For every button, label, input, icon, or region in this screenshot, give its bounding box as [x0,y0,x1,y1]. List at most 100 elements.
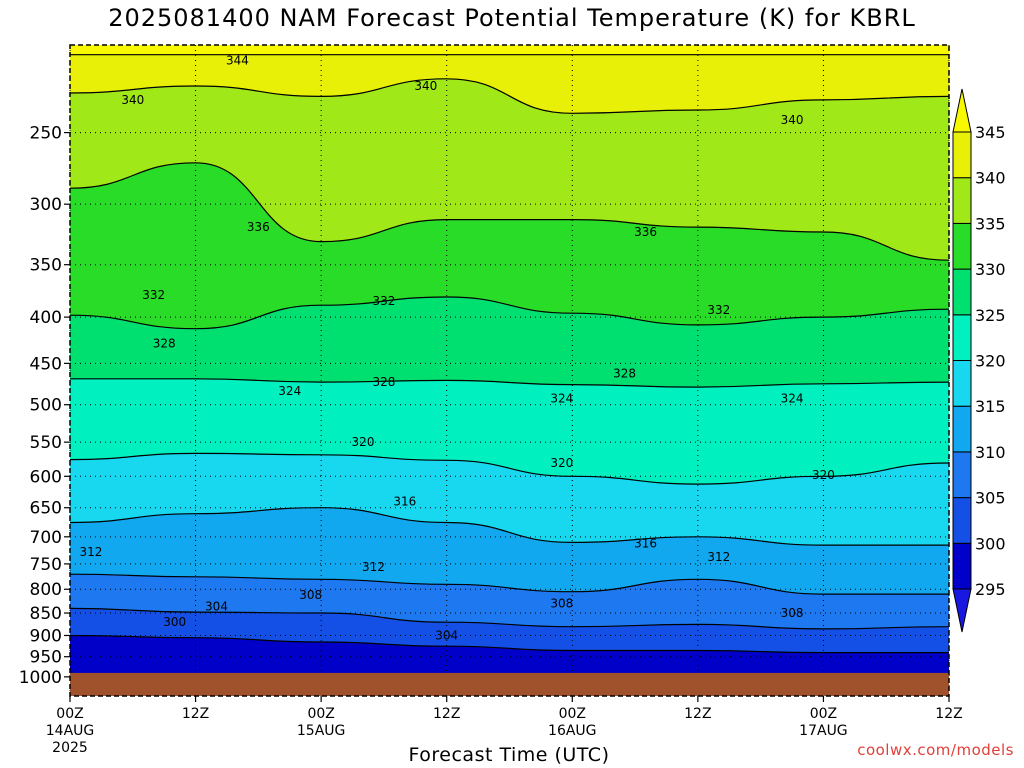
x-tick-label-0-2: 2025 [52,740,88,756]
colorbar-label-345: 345 [975,123,1006,142]
isentrope-310 [70,573,949,595]
colorbar-band-325 [952,268,972,316]
x-tick-label-12-0: 12Z [182,706,209,722]
contour-label-340: 340 [781,113,804,127]
x-tick-label-36-0: 12Z [433,706,460,722]
colorbar-band-305 [952,451,972,499]
isentrope-340 [70,78,949,114]
colorbar-upper-extend [952,88,972,133]
contour-label-320: 320 [352,435,375,449]
contour-label-320: 320 [550,456,573,470]
colorbar-label-315: 315 [975,397,1006,416]
x-tick-label-72-1: 17AUG [799,723,848,739]
x-tick-label-60-0: 12Z [684,706,711,722]
y-tick-label-800: 800 [30,580,62,600]
plot-frame [69,44,950,697]
colorbar: 295 300 305 310 315 320 325 330 335 340 345 [952,88,1006,633]
colorbar-band-310 [952,405,972,453]
x-tick-label-24-0: 00Z [307,706,334,722]
contour-label-308: 308 [550,597,573,611]
colorbar-label-305: 305 [975,489,1006,508]
x-tick-label-72-0: 00Z [810,706,837,722]
contour-label-308: 308 [299,588,322,602]
colorbar-label-340: 340 [975,169,1006,188]
contour-label-316: 316 [634,536,657,550]
y-tick-label-950: 950 [30,648,62,668]
contour-label-312: 312 [79,545,102,559]
colorbar-label-310: 310 [975,443,1006,462]
contour-label-328: 328 [372,375,395,389]
contour-label-332: 332 [142,288,165,302]
x-tick-label-84-0: 12Z [935,706,962,722]
y-tick-label-450: 450 [30,354,62,374]
contour-labels: 344 340 340 340 336 336 332 332 332 328 328 328 324 3… [79,53,835,642]
plot-border [69,44,950,697]
contour-label-312: 312 [362,560,385,574]
y-tick-label-650: 650 [30,499,62,519]
contour-label-336: 336 [634,225,657,239]
y-tick-label-750: 750 [30,555,62,575]
contour-label-332: 332 [372,294,395,308]
colorbar-label-325: 325 [975,306,1006,325]
colorbar-band-315 [952,360,972,407]
x-tick-label-48-1: 16AUG [548,723,597,739]
contour-label-304: 304 [205,600,228,614]
isentrope-325 [70,378,949,388]
colorbar-label-335: 335 [975,214,1006,233]
x-tick-label-0-0: 00Z [56,706,83,722]
colorbar-band-300 [952,497,972,544]
y-tick-label-500: 500 [30,396,62,416]
contour-label-324: 324 [278,384,301,398]
contour-label-312: 312 [707,550,730,564]
isentrope-315 [70,507,949,546]
colorbar-label-295: 295 [975,580,1006,599]
colorbar-label-320: 320 [975,352,1006,371]
contour-label-328: 328 [153,337,176,351]
contour-label-324: 324 [550,391,573,405]
isentrope-305 [70,607,949,630]
y-tick-label-850: 850 [30,604,62,624]
isentrope-320 [70,452,949,485]
x-tick-label-24-1: 15AUG [297,723,346,739]
isentrope-300 [70,634,949,654]
potential-temperature-fill [70,45,949,696]
colorbar-band-335 [952,177,972,224]
y-tick-label-250: 250 [30,124,62,144]
isentrope-contours [70,54,949,654]
contour-label-340: 340 [414,79,437,93]
credit-text: coolwx.com/models [857,741,1014,759]
ground-layer [70,672,949,696]
colorbar-label-330: 330 [975,260,1006,279]
colorbar-band-295 [952,542,972,590]
y-tick-label-700: 700 [30,528,62,548]
contour-label-324: 324 [781,391,804,405]
contour-label-308: 308 [781,606,804,620]
x-tick-label-0-1: 14AUG [46,723,95,739]
y-tick-label-550: 550 [30,433,62,453]
colorbar-lower-extend [952,588,972,633]
contour-label-328: 328 [613,367,636,381]
contour-label-304: 304 [435,628,458,642]
contour-label-340: 340 [121,93,144,107]
isentrope-335 [70,162,949,261]
x-tick-label-48-0: 00Z [559,706,586,722]
colorbar-band-330 [952,222,972,270]
colorbar-band-320 [952,314,972,361]
contour-label-316: 316 [393,495,416,509]
y-tick-label-300: 300 [30,195,62,215]
ground-fill [70,672,949,696]
x-axis-title: Forecast Time (UTC) [408,744,610,766]
y-tick-label-1000: 1000 [19,668,62,688]
contour-label-344: 344 [226,53,249,67]
y-axis: 2503003504004505005506006507007508008509… [19,124,70,688]
colorbar-band-340 [952,131,972,179]
y-tick-label-900: 900 [30,626,62,646]
colorbar-label-300: 300 [975,534,1006,553]
contour-label-320: 320 [812,468,835,482]
y-tick-label-350: 350 [30,256,62,276]
y-tick-label-400: 400 [30,308,62,328]
contour-label-332: 332 [707,303,730,317]
isentrope-330 [70,296,949,330]
